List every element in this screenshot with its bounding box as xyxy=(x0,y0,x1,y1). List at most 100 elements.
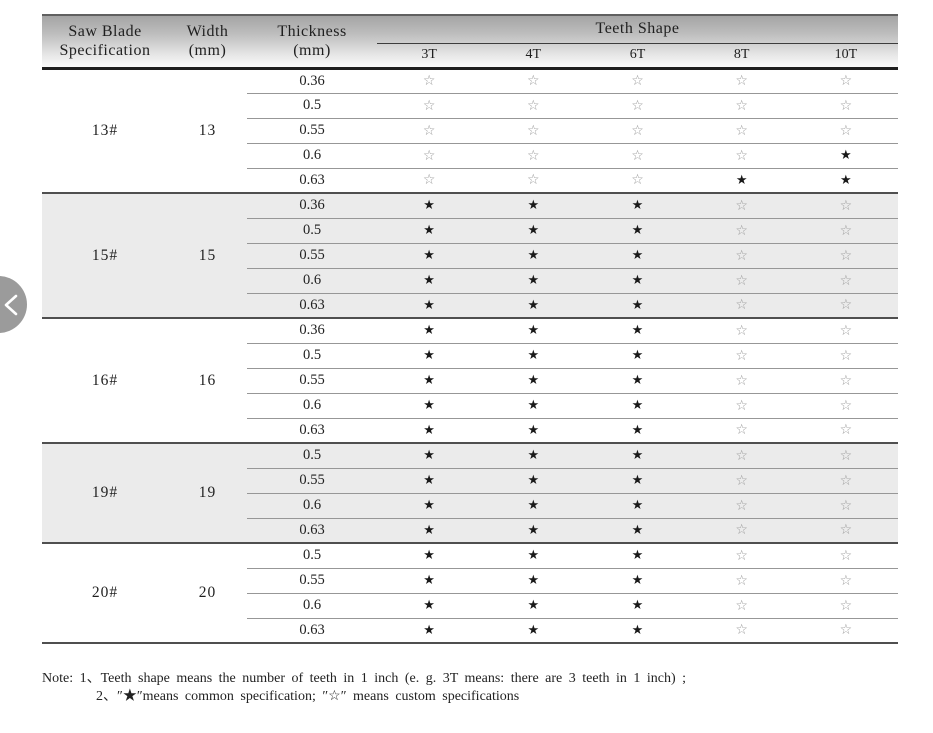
star-filled-cell: ★ xyxy=(585,242,690,268)
spec-cell: 15# xyxy=(42,192,168,318)
table-row: 0.5 ☆ ☆ ☆ ☆ ☆ xyxy=(42,92,898,118)
star-filled-cell: ★ xyxy=(793,167,898,193)
thickness-cell: 0.63 xyxy=(247,292,377,318)
star-outline-cell: ☆ xyxy=(793,417,898,443)
width-cell: 16 xyxy=(168,317,247,443)
thickness-cell: 0.6 xyxy=(247,142,377,168)
star-outline-cell: ☆ xyxy=(689,217,794,243)
star-outline-cell: ☆ xyxy=(689,417,794,443)
star-outline-cell: ☆ xyxy=(689,192,794,218)
header-spec-line2: Specification xyxy=(59,42,151,60)
star-filled-cell: ★ xyxy=(481,567,586,593)
star-outline-cell: ☆ xyxy=(793,367,898,393)
table-row: 0.63 ☆ ☆ ☆ ★ ★ xyxy=(42,167,898,193)
star-outline-cell: ☆ xyxy=(481,142,586,168)
star-outline-cell: ☆ xyxy=(793,492,898,518)
star-filled-cell: ★ xyxy=(481,242,586,268)
star-filled-cell: ★ xyxy=(377,192,482,218)
star-filled-cell: ★ xyxy=(377,317,482,343)
table-row: 0.55 ★ ★ ★ ☆ ☆ xyxy=(42,467,898,493)
header-teeth-10t: 10T xyxy=(793,43,898,70)
header-teeth-3t: 3T xyxy=(377,43,482,70)
star-filled-cell: ★ xyxy=(689,167,794,193)
star-filled-cell: ★ xyxy=(377,267,482,293)
star-outline-cell: ☆ xyxy=(793,292,898,318)
star-filled-cell: ★ xyxy=(585,492,690,518)
star-filled-cell: ★ xyxy=(481,542,586,568)
star-outline-cell: ☆ xyxy=(793,392,898,418)
star-outline-cell: ☆ xyxy=(689,467,794,493)
star-filled-cell: ★ xyxy=(585,217,690,243)
star-outline-cell: ☆ xyxy=(793,592,898,618)
thickness-cell: 0.6 xyxy=(247,392,377,418)
table-row: 0.63 ★ ★ ★ ☆ ☆ xyxy=(42,417,898,443)
star-filled-cell: ★ xyxy=(377,592,482,618)
star-outline-cell: ☆ xyxy=(689,592,794,618)
thickness-cell: 0.55 xyxy=(247,567,377,593)
thickness-cell: 0.5 xyxy=(247,92,377,118)
star-filled-cell: ★ xyxy=(793,142,898,168)
table-row: 0.6 ★ ★ ★ ☆ ☆ xyxy=(42,592,898,618)
star-outline-cell: ☆ xyxy=(481,67,586,93)
star-filled-cell: ★ xyxy=(481,192,586,218)
star-filled-cell: ★ xyxy=(377,367,482,393)
table-row: 0.55 ★ ★ ★ ☆ ☆ xyxy=(42,367,898,393)
table-row: 0.6 ★ ★ ★ ☆ ☆ xyxy=(42,267,898,293)
thickness-cell: 0.5 xyxy=(247,542,377,568)
carousel-prev-button[interactable] xyxy=(0,276,27,333)
star-filled-cell: ★ xyxy=(585,592,690,618)
thickness-cell: 0.5 xyxy=(247,217,377,243)
star-outline-cell: ☆ xyxy=(689,517,794,543)
star-outline-cell: ☆ xyxy=(585,142,690,168)
star-outline-cell: ☆ xyxy=(793,267,898,293)
table-row: 0.6 ★ ★ ★ ☆ ☆ xyxy=(42,492,898,518)
star-filled-cell: ★ xyxy=(481,342,586,368)
star-filled-cell: ★ xyxy=(377,392,482,418)
star-outline-cell: ☆ xyxy=(481,92,586,118)
table-header: Saw Blade Specification Width (mm) Thick… xyxy=(42,14,898,70)
star-filled-cell: ★ xyxy=(481,417,586,443)
note: Note: 1、Teeth shape means the number of … xyxy=(42,670,914,705)
table-row: 15# 15 0.36 ★ ★ ★ ☆ ☆ xyxy=(42,192,898,318)
star-outline-cell: ☆ xyxy=(689,67,794,93)
width-cell: 15 xyxy=(168,192,247,318)
table-row: 16# 16 0.36 ★ ★ ★ ☆ ☆ xyxy=(42,317,898,443)
table-row: 0.5 ★ ★ ★ ☆ ☆ xyxy=(42,342,898,368)
header-width-line2: (mm) xyxy=(188,42,227,60)
star-filled-cell: ★ xyxy=(481,592,586,618)
header-teeth-6t: 6T xyxy=(585,43,690,70)
spec-cell: 20# xyxy=(42,542,168,643)
star-outline-cell: ☆ xyxy=(793,92,898,118)
note-line-2: 2、″★″means common specification; ″☆″ mea… xyxy=(96,688,520,704)
star-filled-cell: ★ xyxy=(585,317,690,343)
star-outline-cell: ☆ xyxy=(689,442,794,468)
star-filled-cell: ★ xyxy=(585,417,690,443)
header-thickness: Thickness (mm) xyxy=(247,14,377,70)
thickness-cell: 0.6 xyxy=(247,267,377,293)
star-outline-cell: ☆ xyxy=(793,567,898,593)
table-row: 0.63 ★ ★ ★ ☆ ☆ xyxy=(42,292,898,318)
thickness-cell: 0.63 xyxy=(247,617,377,643)
star-filled-cell: ★ xyxy=(377,567,482,593)
header-spec: Saw Blade Specification xyxy=(42,14,168,70)
star-filled-cell: ★ xyxy=(377,467,482,493)
thickness-cell: 0.6 xyxy=(247,592,377,618)
star-outline-cell: ☆ xyxy=(793,517,898,543)
thickness-cell: 0.5 xyxy=(247,342,377,368)
thickness-cell: 0.5 xyxy=(247,442,377,468)
star-outline-cell: ☆ xyxy=(689,367,794,393)
thickness-cell: 0.55 xyxy=(247,242,377,268)
header-teeth-shape-group: Teeth Shape xyxy=(377,14,898,44)
star-filled-cell: ★ xyxy=(481,367,586,393)
star-outline-cell: ☆ xyxy=(481,117,586,143)
star-filled-cell: ★ xyxy=(377,342,482,368)
star-filled-cell: ★ xyxy=(585,367,690,393)
star-filled-cell: ★ xyxy=(481,442,586,468)
star-outline-cell: ☆ xyxy=(377,67,482,93)
width-cell: 13 xyxy=(168,67,247,193)
star-outline-cell: ☆ xyxy=(585,92,690,118)
star-filled-cell: ★ xyxy=(377,417,482,443)
star-filled-cell: ★ xyxy=(377,242,482,268)
star-outline-cell: ☆ xyxy=(793,467,898,493)
star-filled-cell: ★ xyxy=(481,492,586,518)
